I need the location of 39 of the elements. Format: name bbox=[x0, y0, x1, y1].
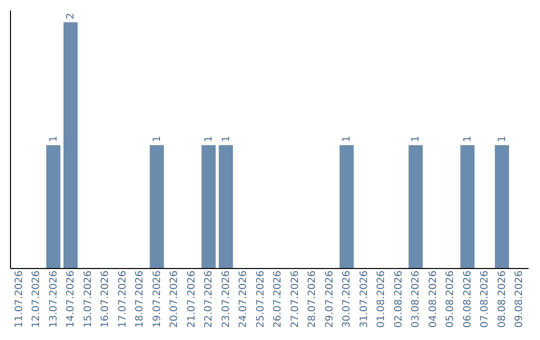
x-tick-label: 05.08.2026 bbox=[445, 270, 456, 328]
x-tick-label: 25.07.2026 bbox=[255, 270, 266, 328]
x-tick-label: 02.08.2026 bbox=[393, 270, 404, 328]
x-tick-label: 07.08.2026 bbox=[480, 270, 491, 328]
x-tick-label: 29.07.2026 bbox=[324, 270, 336, 328]
x-tick-label: 19.07.2026 bbox=[152, 270, 163, 328]
x-tick-label: 17.07.2026 bbox=[117, 270, 128, 328]
data-label: 1 bbox=[410, 136, 422, 142]
data-label: 1 bbox=[496, 136, 508, 142]
x-tick-label: 28.07.2026 bbox=[307, 270, 318, 328]
x-tick-label: 31.07.2026 bbox=[358, 270, 370, 328]
x-tick-label: 23.07.2026 bbox=[220, 270, 232, 328]
x-tick-label: 04.08.2026 bbox=[428, 270, 439, 328]
data-label: 1 bbox=[48, 136, 60, 142]
data-label: 1 bbox=[204, 136, 215, 142]
data-label: 1 bbox=[220, 136, 232, 142]
x-tick-label: 22.07.2026 bbox=[204, 270, 215, 328]
x-tick-label: 03.08.2026 bbox=[410, 270, 422, 328]
x-tick-label: 30.07.2026 bbox=[342, 270, 353, 328]
data-label: 1 bbox=[462, 136, 474, 142]
x-tick-label: 12.07.2026 bbox=[31, 270, 42, 328]
data-label: 1 bbox=[152, 136, 163, 142]
x-tick-label: 14.07.2026 bbox=[66, 270, 77, 328]
x-tick-label: 15.07.2026 bbox=[82, 270, 94, 328]
x-tick-label: 13.07.2026 bbox=[48, 270, 60, 328]
x-tick-label: 08.08.2026 bbox=[496, 270, 508, 328]
data-label: 2 bbox=[66, 12, 77, 20]
x-tick-label: 18.07.2026 bbox=[134, 270, 146, 328]
x-tick-label: 06.08.2026 bbox=[462, 270, 474, 328]
x-tick-label: 16.07.2026 bbox=[100, 270, 112, 328]
x-tick-label: 21.07.2026 bbox=[186, 270, 198, 328]
x-tick-label: 24.07.2026 bbox=[238, 270, 250, 328]
data-label: 1 bbox=[342, 136, 353, 142]
x-tick-label: 11.07.2026 bbox=[14, 270, 25, 328]
x-tick-label: 27.07.2026 bbox=[290, 270, 301, 328]
x-tick-label: 26.07.2026 bbox=[272, 270, 284, 328]
x-tick-label: 20.07.2026 bbox=[169, 270, 180, 328]
x-tick-label: 01.08.2026 bbox=[376, 270, 388, 328]
x-tick-label: 09.08.2026 bbox=[514, 270, 526, 328]
